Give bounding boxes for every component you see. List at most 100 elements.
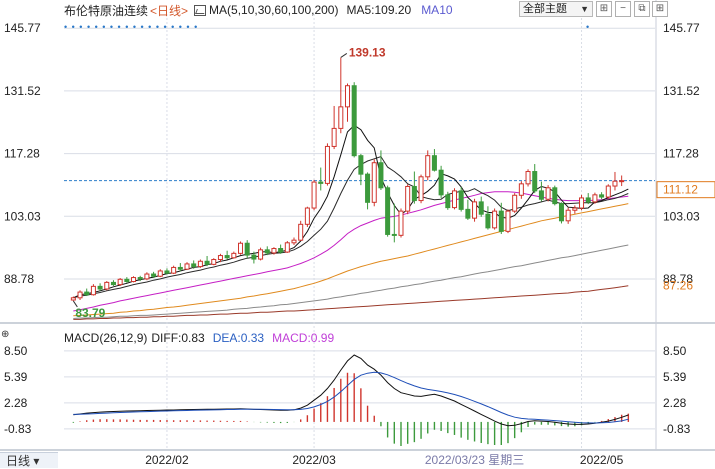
- candle-body[interactable]: [592, 194, 598, 203]
- candle-body[interactable]: [331, 127, 337, 147]
- zoom-out-icon[interactable]: −: [615, 1, 631, 17]
- candle-body[interactable]: [465, 208, 471, 219]
- period-label[interactable]: <日线>: [150, 3, 189, 18]
- candle-body[interactable]: [378, 162, 384, 189]
- candle-body[interactable]: [385, 187, 391, 235]
- candle-body[interactable]: [391, 233, 397, 236]
- candle-body[interactable]: [231, 252, 237, 259]
- candle-body[interactable]: [137, 277, 143, 280]
- candle-body[interactable]: [545, 187, 551, 200]
- candle-body[interactable]: [151, 273, 157, 277]
- candle-body[interactable]: [311, 181, 317, 209]
- candle-body[interactable]: [304, 207, 310, 225]
- candle-body[interactable]: [538, 190, 544, 200]
- candle-body[interactable]: [405, 185, 411, 212]
- candle-body[interactable]: [251, 254, 257, 260]
- candle-body[interactable]: [104, 281, 110, 290]
- candle-body[interactable]: [238, 242, 244, 254]
- candle-body[interactable]: [171, 266, 177, 274]
- candle-body[interactable]: [157, 270, 163, 277]
- candle-body[interactable]: [298, 223, 304, 241]
- candle-body[interactable]: [425, 155, 431, 178]
- candle-body[interactable]: [525, 171, 531, 185]
- candle-body[interactable]: [532, 171, 538, 192]
- candle-body[interactable]: [445, 194, 451, 209]
- candle-body[interactable]: [398, 210, 404, 236]
- candle-body[interactable]: [144, 273, 150, 280]
- candle-body[interactable]: [358, 155, 364, 175]
- candle-body[interactable]: [70, 297, 76, 301]
- candle-body[interactable]: [271, 248, 277, 254]
- candle-body[interactable]: [438, 169, 444, 196]
- candle-body[interactable]: [605, 185, 611, 198]
- candle-body[interactable]: [97, 285, 103, 290]
- candle-body[interactable]: [365, 173, 371, 203]
- candle-body[interactable]: [197, 260, 203, 268]
- period-tab[interactable]: 日线 ▾: [0, 452, 58, 468]
- candle-body[interactable]: [351, 85, 357, 157]
- candle-body[interactable]: [572, 207, 578, 211]
- candle-body[interactable]: [612, 180, 618, 187]
- candle-body[interactable]: [324, 145, 330, 184]
- candle-body[interactable]: [177, 266, 183, 270]
- candle-body[interactable]: [492, 210, 498, 229]
- candle-body[interactable]: [565, 209, 571, 222]
- event-marker-right[interactable]: •: [586, 22, 590, 32]
- candle-body[interactable]: [512, 194, 518, 212]
- candle-body[interactable]: [131, 277, 137, 283]
- candle-body[interactable]: [518, 183, 524, 196]
- candle-body[interactable]: [599, 194, 605, 198]
- candle-body[interactable]: [217, 255, 223, 261]
- candle-body[interactable]: [84, 291, 90, 296]
- candle-body[interactable]: [211, 259, 217, 265]
- candle-body[interactable]: [472, 201, 478, 219]
- candle-body[interactable]: [90, 285, 96, 296]
- window-icon[interactable]: ⧉: [634, 1, 650, 17]
- candle-body[interactable]: [184, 263, 190, 270]
- candle-body[interactable]: [244, 242, 250, 256]
- candle-body[interactable]: [498, 210, 504, 232]
- candle-body[interactable]: [371, 162, 377, 203]
- candle-body[interactable]: [117, 278, 123, 286]
- candle-body[interactable]: [164, 270, 170, 274]
- candle-body[interactable]: [291, 239, 297, 244]
- candle-body[interactable]: [264, 249, 270, 254]
- candle-body[interactable]: [619, 180, 625, 183]
- candle-body[interactable]: [110, 281, 116, 286]
- candle-body[interactable]: [485, 213, 491, 229]
- candle-body[interactable]: [124, 278, 130, 283]
- candle-body[interactable]: [191, 263, 197, 268]
- candle-body[interactable]: [318, 181, 324, 184]
- candle-body[interactable]: [505, 210, 511, 232]
- ma-params-label[interactable]: MA(5,10,30,60,100,200): [209, 3, 339, 17]
- candle-body[interactable]: [558, 203, 564, 222]
- event-markers-left[interactable]: • • • • • • • • • • • • • • • • • •: [64, 22, 199, 32]
- candle-body[interactable]: [338, 106, 344, 129]
- candle-body[interactable]: [278, 248, 284, 253]
- macd-params-label[interactable]: MACD(26,12,9): [64, 331, 148, 345]
- layout-icon[interactable]: ⊞: [596, 1, 612, 17]
- theme-dropdown[interactable]: 全部主题 ▼: [519, 1, 593, 17]
- candlesticks[interactable]: [70, 57, 625, 301]
- candle-body[interactable]: [411, 185, 417, 202]
- candle-body[interactable]: [552, 187, 558, 205]
- candle-body[interactable]: [224, 255, 230, 259]
- candle-body[interactable]: [344, 85, 351, 108]
- price-tick-right: 131.52: [663, 84, 700, 98]
- expand-icon[interactable]: ⊞: [652, 1, 668, 17]
- macd-panel[interactable]: [72, 354, 630, 446]
- candle-body[interactable]: [418, 176, 424, 202]
- crosshair-icon[interactable]: ⊕: [1, 329, 10, 340]
- candle-body[interactable]: [478, 201, 484, 215]
- candle-body[interactable]: [585, 197, 591, 203]
- candle-body[interactable]: [458, 190, 464, 210]
- candle-body[interactable]: [451, 190, 457, 209]
- ma-settings-icon[interactable]: [194, 4, 207, 16]
- candle-body[interactable]: [284, 242, 290, 253]
- candle-body[interactable]: [77, 291, 83, 299]
- candle-body[interactable]: [258, 249, 264, 260]
- candle-body[interactable]: [431, 155, 437, 171]
- candle-body[interactable]: [579, 197, 585, 209]
- candle-body[interactable]: [204, 260, 210, 265]
